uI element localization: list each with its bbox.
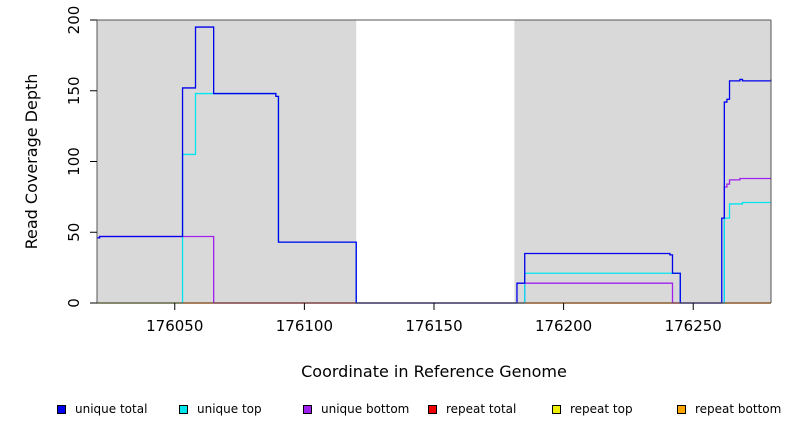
- legend-label: unique total: [75, 402, 148, 416]
- coverage-chart: 176050 176100 176150 176200 176250 0 50 100 150…: [22, 6, 772, 381]
- y-tick-label: 50: [65, 223, 83, 242]
- y-tick-label: 150: [65, 76, 83, 105]
- legend-label: unique top: [197, 402, 262, 416]
- y-axis-title: Read Coverage Depth: [22, 74, 41, 250]
- legend-label: unique bottom: [321, 402, 410, 416]
- legend-swatch: [179, 404, 188, 414]
- legend-label: repeat bottom: [695, 402, 782, 416]
- series-line-unique-total: [97, 26, 772, 304]
- y-tick-label: 0: [65, 298, 83, 308]
- shaded-regions: [97, 20, 771, 303]
- x-axis-title: Coordinate in Reference Genome: [301, 362, 567, 381]
- y-tick-label: 200: [65, 6, 83, 35]
- x-axis: 176050 176100 176150 176200 176250: [146, 303, 722, 335]
- legend-label: repeat top: [570, 402, 633, 416]
- legend-item-unique-top: unique top: [179, 401, 262, 417]
- legend-item-repeat-bottom: repeat bottom: [677, 401, 781, 417]
- legend-swatch: [428, 404, 437, 414]
- shaded-region-2: [514, 20, 771, 303]
- shaded-region-1: [97, 20, 357, 303]
- legend-item-repeat-total: repeat total: [428, 401, 516, 417]
- x-tick-label: 176150: [405, 317, 462, 335]
- legend-swatch: [303, 404, 312, 414]
- legend-item-repeat-top: repeat top: [552, 401, 633, 417]
- x-tick-label: 176050: [146, 317, 203, 335]
- legend-item-unique-bottom: unique bottom: [303, 401, 409, 417]
- y-axis: 0 50 100 150 200: [65, 6, 97, 308]
- legend-swatch: [57, 404, 66, 414]
- chart-legend: unique total unique top unique bottom repea…: [0, 401, 792, 417]
- legend-item-unique-total: unique total: [57, 401, 147, 417]
- x-tick-label: 176200: [535, 317, 592, 335]
- x-tick-label: 176100: [276, 317, 333, 335]
- x-tick-label: 176250: [665, 317, 722, 335]
- legend-swatch: [552, 404, 561, 414]
- legend-swatch: [677, 404, 686, 414]
- legend-label: repeat total: [446, 402, 517, 416]
- y-tick-label: 100: [65, 147, 83, 176]
